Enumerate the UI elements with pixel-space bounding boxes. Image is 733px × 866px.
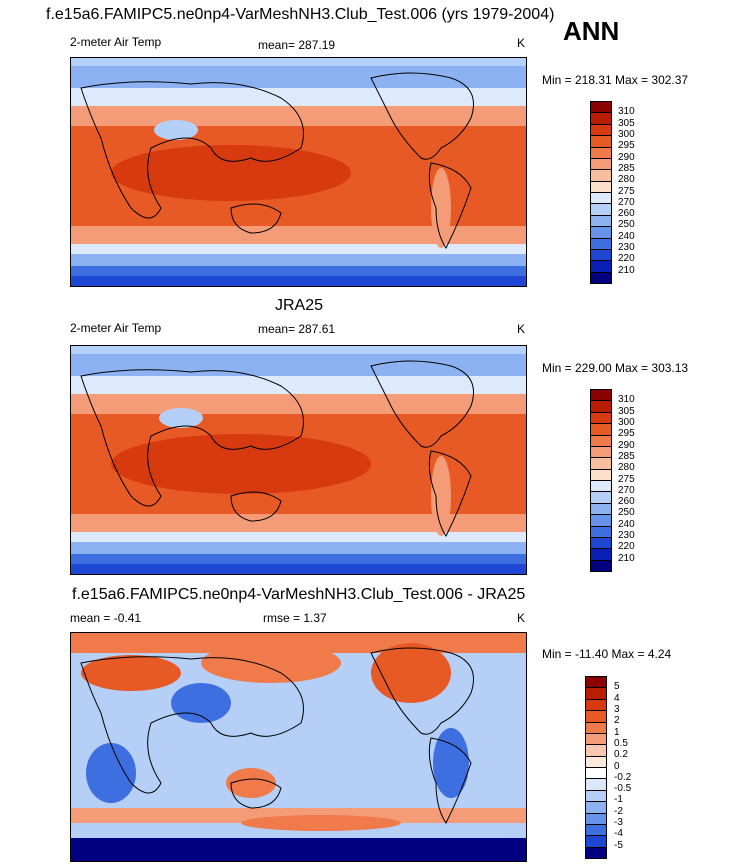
panel3-colorbar-tick-label: 5 xyxy=(614,681,620,693)
panel2-colorbar-tick-label: 305 xyxy=(618,405,635,417)
panel3-colorbar-tick-label: -1 xyxy=(614,794,623,806)
panel3-rmse-label: rmse = 1.37 xyxy=(263,611,327,625)
season-label: ANN xyxy=(563,16,620,46)
panel2-map xyxy=(70,345,527,575)
panel2-units-label: K xyxy=(517,322,526,336)
panel3-minmax-label: Min = -11.40 Max = 4.24 xyxy=(542,647,672,661)
panel1-colorbar-tick-label: 290 xyxy=(618,151,635,163)
panel2-colorbar-tick-label: 280 xyxy=(618,462,635,474)
panel1-colorbar-tick-label: 230 xyxy=(618,242,635,254)
panel2-colorbar-tick-label: 270 xyxy=(618,484,635,496)
panel1-title: f.e15a6.FAMIPC5.ne0np4-VarMeshNH3.Club_T… xyxy=(46,6,555,23)
panel1-colorbar-tick-label: 270 xyxy=(618,196,635,208)
panel2-variable-label: 2-meter Air Temp xyxy=(70,321,162,335)
panel2-colorbar-tick-label: 240 xyxy=(618,518,635,530)
panel1-colorbar-tick-label: 210 xyxy=(618,264,635,276)
panel3-title: f.e15a6.FAMIPC5.ne0np4-VarMeshNH3.Club_T… xyxy=(72,586,526,603)
panel2-minmax-label: Min = 229.00 Max = 303.13 xyxy=(542,361,689,375)
panel3-colorbar-tick-label: -2 xyxy=(614,805,623,817)
panel3-colorbar-tick-label: 2 xyxy=(614,715,620,727)
panel1-colorbar-tick-label: 240 xyxy=(618,230,635,242)
panel3-colorbar-tick-label: -4 xyxy=(614,828,623,840)
panel1-mean-label: mean= 287.19 xyxy=(258,38,336,52)
panel2-colorbar-tick-label: 300 xyxy=(618,416,635,428)
panel3-colorbar-tick-label: 0.5 xyxy=(614,737,628,749)
panel3-colorbar xyxy=(585,676,607,859)
panel3-colorbar-tick-label: -0.2 xyxy=(614,771,632,783)
panel2-colorbar-tick-label: 260 xyxy=(618,496,635,508)
panel2-colorbar-tick-label: 210 xyxy=(618,552,635,564)
panel1-colorbar xyxy=(590,101,612,284)
panel3-colorbar-tick-label: -0.5 xyxy=(614,783,632,795)
panel1-colorbar-tick-label: 275 xyxy=(618,185,635,197)
panel1-map xyxy=(70,57,527,287)
panel1-colorbar-tick-label: 300 xyxy=(618,128,635,140)
panel1-colorbar-tick-label: 295 xyxy=(618,140,635,152)
panel3-colorbar-tick-label: 1 xyxy=(614,726,620,738)
panel1-units-label: K xyxy=(517,36,526,50)
panel1-variable-label: 2-meter Air Temp xyxy=(70,35,162,49)
panel2-map-svg xyxy=(71,346,526,574)
panel1-colorbar-tick-label: 220 xyxy=(618,253,635,265)
panel2-colorbar-tick-label: 295 xyxy=(618,428,635,440)
panel3-colorbar-tick-label: 0.2 xyxy=(614,749,628,761)
panel2-colorbar-tick-label: 230 xyxy=(618,530,635,542)
panel3-colorbar-labels: 5 4 3 2 1 0.5 0.2 0 -0.2 -0.5 -1 -2 -3 -4 -5 xyxy=(614,676,654,857)
panel1-colorbar-tick-label: 260 xyxy=(618,208,635,220)
panel1-colorbar-labels: 310 305 300 295 290 285 280 275 270 260 250 240 230 2… xyxy=(618,101,658,282)
panel2-colorbar-tick-label: 275 xyxy=(618,473,635,485)
panel1-colorbar-tick-label: 310 xyxy=(618,106,635,118)
panel1-map-svg xyxy=(71,58,526,286)
panel2-title: JRA25 xyxy=(275,297,324,314)
panel2-colorbar-tick-label: 290 xyxy=(618,439,635,451)
panel2-colorbar-tick-label: 220 xyxy=(618,541,635,553)
panel2-colorbar-tick-label: 310 xyxy=(618,394,635,406)
panel3-colorbar-tick-label: 4 xyxy=(614,692,620,704)
panel1-minmax-label: Min = 218.31 Max = 302.37 xyxy=(542,73,689,87)
panel3-mean-label: mean = -0.41 xyxy=(70,611,142,625)
panel3-colorbar-tick-label: 3 xyxy=(614,703,620,715)
panel1-colorbar-tick-label: 305 xyxy=(618,117,635,129)
panel3-colorbar-tick-label: -5 xyxy=(614,839,623,851)
panel1-colorbar-tick-label: 280 xyxy=(618,174,635,186)
panel2-colorbar-tick-label: 285 xyxy=(618,450,635,462)
panel1-colorbar-tick-label: 250 xyxy=(618,219,635,231)
panel2-colorbar-labels: 310 305 300 295 290 285 280 275 270 260 250 240 230 2… xyxy=(618,389,658,570)
panel3-colorbar-tick-label: 0 xyxy=(614,760,620,772)
panel3-map-svg xyxy=(71,633,526,861)
panel1-colorbar-tick-label: 285 xyxy=(618,162,635,174)
panel2-mean-label: mean= 287.61 xyxy=(258,322,336,336)
panel3-map xyxy=(70,632,527,862)
panel3-colorbar-tick-label: -3 xyxy=(614,817,623,829)
panel3-units-label: K xyxy=(517,611,526,625)
panel2-colorbar-tick-label: 250 xyxy=(618,507,635,519)
panel2-colorbar xyxy=(590,389,612,572)
